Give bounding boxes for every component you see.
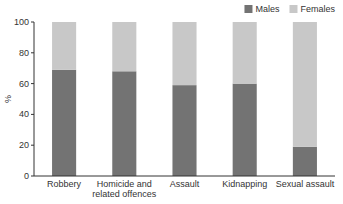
y-tick (31, 145, 34, 146)
bar (112, 71, 136, 176)
y-tick-label: 80 (19, 48, 29, 58)
bars (52, 22, 317, 176)
legend-swatch (289, 5, 297, 13)
bar (233, 22, 257, 84)
y-tick-label: 60 (19, 79, 29, 89)
x-tick-label: Robbery (47, 179, 82, 189)
y-tick (31, 22, 34, 23)
x-tick-label-line: Assault (170, 179, 200, 189)
x-tick-label-line: Sexual assault (276, 179, 335, 189)
y-tick-label: 0 (24, 171, 29, 181)
bar (233, 84, 257, 176)
legend: Males Females (244, 4, 335, 14)
x-tick-label: Homicide andrelated offences (92, 179, 156, 199)
y-tick (31, 176, 34, 177)
x-tick-label-line: Kidnapping (222, 179, 267, 189)
chart-svg: 0 20 40 60 80 100% Robbery Homicide andrelated … (0, 0, 343, 204)
y-tick-label: 40 (19, 109, 29, 119)
legend-swatch (244, 5, 252, 13)
y-tick (31, 114, 34, 115)
bar (52, 22, 76, 70)
y-axis-label: % (3, 95, 13, 103)
x-tick-label-line: related offences (92, 189, 156, 199)
y-tick-label: 20 (19, 140, 29, 150)
y-tick (31, 52, 34, 53)
bar (293, 147, 317, 176)
x-tick-label-line: Homicide and (97, 179, 152, 189)
y-axis-line (34, 22, 35, 176)
y-tick (31, 83, 34, 84)
x-tick-label: Sexual assault (276, 179, 335, 189)
bar (172, 22, 196, 85)
y-tick-label: 100 (14, 17, 29, 27)
bar (293, 22, 317, 147)
x-tick-label: Kidnapping (222, 179, 267, 189)
bar (52, 70, 76, 176)
chart-container: 0 20 40 60 80 100% Robbery Homicide andrelated … (0, 0, 343, 204)
legend-label: Males (255, 4, 280, 14)
bar (172, 85, 196, 176)
legend-label: Females (300, 4, 335, 14)
x-tick-label-line: Robbery (47, 179, 82, 189)
bar (112, 22, 136, 71)
x-tick-label: Assault (170, 179, 200, 189)
x-axis-line (34, 176, 335, 177)
